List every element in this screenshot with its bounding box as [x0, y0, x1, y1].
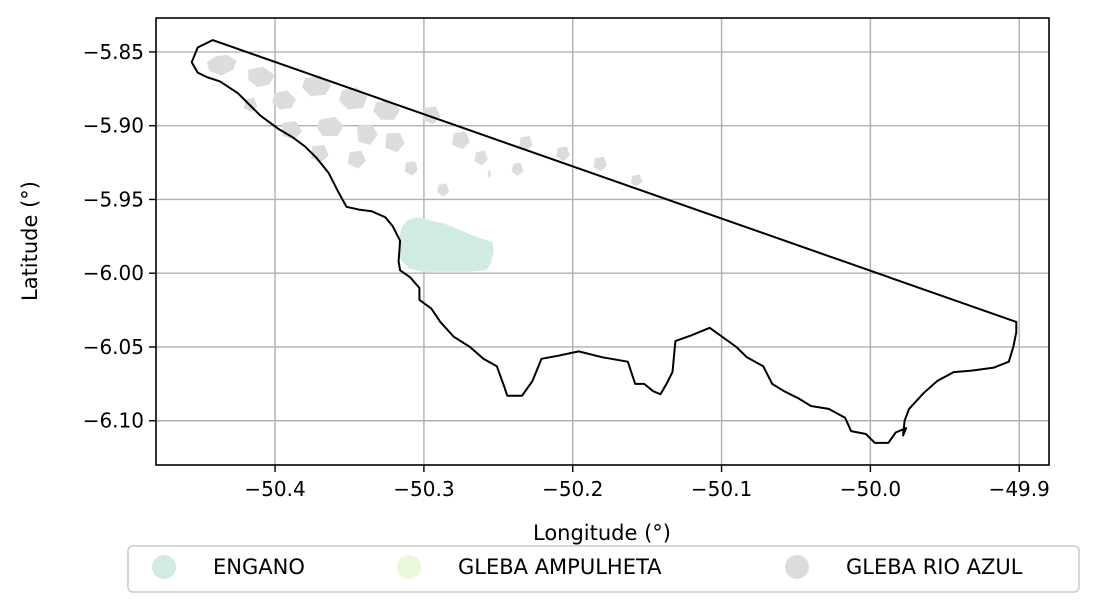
legend-marker-engano: [152, 555, 176, 579]
legend-marker-gleba-rio-azul: [785, 555, 809, 579]
legend-label-gleba-rio-azul: GLEBA RIO AZUL: [846, 555, 1023, 579]
x-tick-label-3: −50.1: [691, 477, 752, 501]
map-boundary: [190, 39, 1018, 444]
legend-label-engano: ENGANO: [213, 555, 305, 579]
region-gleba-rio-azul-11: [385, 133, 405, 153]
region-gleba-rio-azul-12: [422, 106, 441, 125]
x-axis-label: Longitude (°): [533, 521, 671, 545]
y-axis-label: Latitude (°): [18, 181, 42, 301]
plot-frame: [155, 17, 1050, 466]
x-tick-label-1: −50.3: [393, 477, 454, 501]
region-gleba-rio-azul-1: [248, 66, 276, 88]
region-gleba-rio-azul-20: [404, 161, 418, 176]
y-tick-label-3: −6.00: [83, 261, 144, 285]
grid-lines: [156, 18, 1049, 465]
region-gleba-rio-azul-8: [356, 124, 378, 145]
x-tick-label-2: −50.2: [542, 477, 603, 501]
region-gleba-rio-azul-16: [556, 146, 570, 162]
region-gleba-rio-azul-3: [301, 75, 332, 97]
x-tick-label-5: −49.9: [989, 477, 1050, 501]
legend-label-gleba-ampulheta: GLEBA AMPULHETA: [458, 555, 662, 579]
legend: ENGANO GLEBA AMPULHETA GLEBA RIO AZUL: [127, 545, 1080, 593]
region-gleba-rio-azul-17: [593, 156, 607, 172]
x-tick-label-4: −50.0: [840, 477, 901, 501]
legend-marker-gleba-ampulheta: [397, 555, 421, 579]
region-gleba-rio-azul-14: [474, 150, 488, 166]
x-axis-ticks: −50.4 −50.3 −50.2 −50.1 −50.0 −49.9: [244, 465, 1050, 501]
map-regions: [206, 54, 643, 272]
y-tick-label-4: −6.05: [83, 335, 144, 359]
y-tick-label-0: −5.85: [83, 40, 144, 64]
y-tick-label-5: −6.10: [83, 409, 144, 433]
y-tick-label-1: −5.90: [83, 114, 144, 138]
region-gleba-rio-azul-22: [511, 162, 524, 176]
y-tick-label-2: −5.95: [83, 187, 144, 211]
region-engano-1: [487, 170, 491, 178]
x-tick-label-0: −50.4: [244, 477, 305, 501]
region-gleba-rio-azul-9: [310, 144, 329, 163]
region-gleba-rio-azul-5: [373, 100, 401, 120]
region-gleba-rio-azul-10: [348, 150, 366, 169]
region-gleba-rio-azul-7: [316, 116, 344, 136]
region-engano-0: [398, 217, 494, 272]
region-gleba-rio-azul-19: [437, 183, 450, 197]
legend-box: [127, 545, 1080, 593]
y-axis-ticks: −5.85 −5.90 −5.95 −6.00 −6.05 −6.10: [83, 40, 156, 433]
region-gleba-rio-azul-18: [630, 174, 643, 187]
region-gleba-rio-azul-13: [452, 131, 470, 150]
region-gleba-rio-azul-2: [272, 90, 296, 110]
region-gleba-rio-azul-0: [206, 54, 237, 76]
region-gleba-rio-azul-15: [519, 136, 533, 151]
boundary-outline: [190, 39, 1018, 444]
